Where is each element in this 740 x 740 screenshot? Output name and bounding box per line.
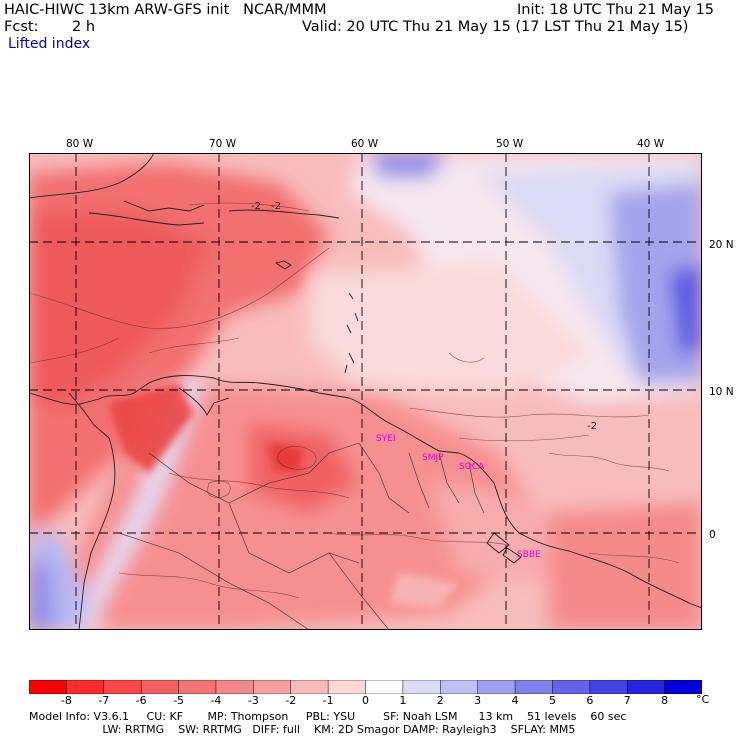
init-time: Init: 18 UTC Thu 21 May 15 [517, 2, 715, 18]
colorbar-swatch [552, 680, 591, 694]
lat-label-10n: 10 N [709, 386, 734, 398]
station-label: SOCA [459, 462, 485, 472]
colorbar-tick-label: 6 [586, 694, 594, 707]
colorbar-swatch [402, 680, 442, 694]
lifted-index-map: -2 -2 -2 SYEI SMJP SOCA SBBE [29, 153, 702, 630]
colorbar-tick-label: 8 [661, 694, 669, 707]
colorbar-swatch [29, 680, 68, 694]
colorbar-swatch [103, 680, 142, 694]
lat-lon-grid [29, 153, 702, 630]
colorbar-swatch [140, 680, 180, 694]
colorbar-swatch [178, 680, 217, 694]
colorbar-tick-label: 1 [399, 694, 407, 707]
colorbar-tick-label: -2 [285, 694, 297, 707]
contour-label: -2 [271, 201, 281, 212]
colorbar-tick-label: 5 [548, 694, 556, 707]
colorbar-unit: °C [696, 693, 710, 706]
colorbar-tick-label: 3 [474, 694, 482, 707]
contour-label: -2 [251, 201, 261, 212]
lon-label-40w: 40 W [637, 138, 665, 150]
colorbar-swatch [440, 680, 479, 694]
colorbar-tick-label: 2 [436, 694, 444, 707]
forecast-hour: 2 h [72, 19, 96, 35]
valid-time: Valid: 20 UTC Thu 21 May 15 (17 LST Thu … [302, 19, 689, 35]
station-label: SMJP [422, 453, 444, 463]
colorbar-tick-label: -1 [322, 694, 334, 707]
contour-lines [29, 202, 680, 599]
plot-title: HAIC-HIWC 13km ARW-GFS init NCAR/MMM [4, 2, 327, 18]
colorbar-tick-label: -8 [60, 694, 72, 707]
lat-label-20n: 20 N [709, 239, 734, 251]
lat-label-0: 0 [709, 529, 716, 541]
field-name: Lifted index [8, 36, 91, 52]
colorbar-swatch [253, 680, 292, 694]
colorbar-swatch [589, 680, 628, 694]
lon-label-60w: 60 W [351, 138, 379, 150]
colorbar-swatch [477, 680, 516, 694]
lon-label-70w: 70 W [209, 138, 237, 150]
lon-label-50w: 50 W [496, 138, 524, 150]
colorbar-swatch [327, 680, 367, 694]
model-info-line1: Model Info: V3.6.1 CU: KF MP: Thompson P… [29, 710, 627, 723]
colorbar-tick-label: -6 [135, 694, 147, 707]
colorbar-swatch [365, 680, 404, 694]
lon-label-80w: 80 W [66, 138, 94, 150]
colorbar-swatch [290, 680, 329, 694]
coastlines [29, 153, 702, 630]
contour-label: -2 [587, 421, 597, 432]
colorbar-tick-label: -5 [173, 694, 185, 707]
station-label: SBBE [517, 550, 541, 560]
colorbar-swatch [215, 680, 255, 694]
colorbar-tick-label: -7 [98, 694, 110, 707]
colorbar-tick-label: -3 [247, 694, 259, 707]
colorbar-swatch [626, 680, 666, 694]
forecast-label: Fcst: [4, 19, 39, 35]
colorbar-swatch [664, 680, 702, 694]
station-label: SYEI [376, 434, 396, 444]
colorbar-swatch [66, 680, 105, 694]
colorbar-tick-label: 4 [511, 694, 519, 707]
colorbar-tick-label: -4 [210, 694, 222, 707]
colorbar [29, 680, 702, 694]
model-info-line2: LW: RRTMG SW: RRTMG DIFF: full KM: 2D Sm… [29, 723, 576, 736]
colorbar-tick-label: 0 [362, 694, 369, 707]
map-frame [29, 153, 702, 630]
boundaries [118, 442, 485, 630]
colorbar-tick-label: 7 [623, 694, 631, 707]
colorbar-swatch [514, 680, 554, 694]
